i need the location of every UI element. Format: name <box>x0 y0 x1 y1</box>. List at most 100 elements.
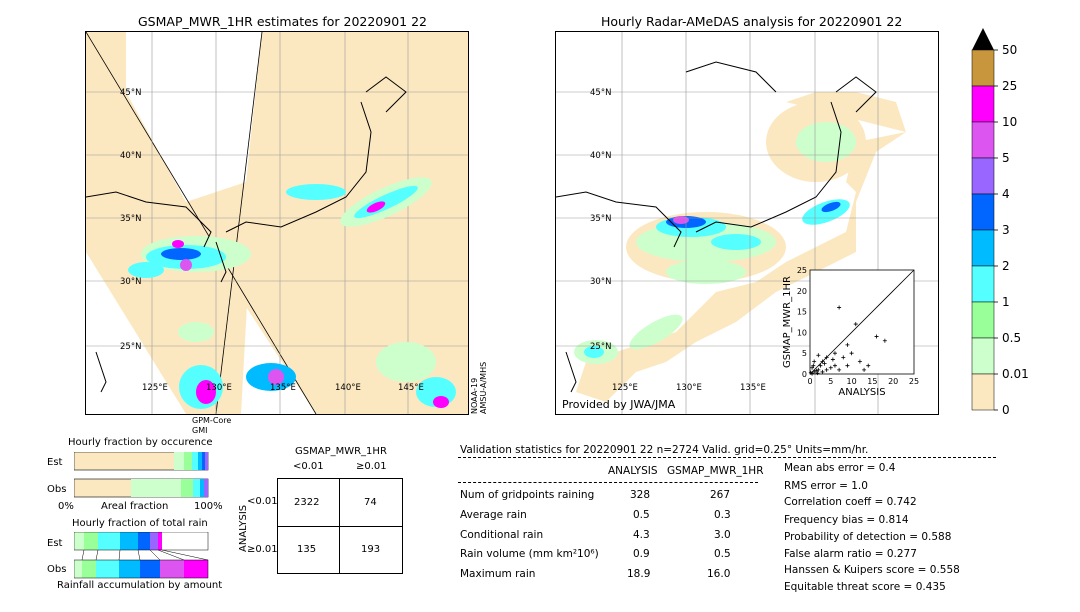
contingency-cell-hit: 193 <box>361 544 381 555</box>
colorbar-extend-arrow <box>972 28 994 50</box>
scatter-point <box>820 369 825 374</box>
scatter-plot: 00 5 5 10 10 15 15 20 20 25 25 ANALYSIS GSMAP_MWR_1H… <box>782 266 919 398</box>
swath-label-1: GPM-Core <box>192 416 232 425</box>
occurrence-title: Hourly fraction by occurence <box>68 437 213 448</box>
left-map-labels: 45°N 40°N 35°N 30°N 25°N 125°E 130°E 135… <box>120 88 424 393</box>
scatter-point <box>820 359 825 364</box>
colorbar-tick-label: 3 <box>1002 223 1010 237</box>
occurrence-bars <box>74 452 209 498</box>
validation-col-analysis: ANALYSIS <box>608 465 658 477</box>
scatter-point <box>862 367 867 372</box>
colorbar-tick-label: 5 <box>1002 151 1010 165</box>
scatter-xlabel: ANALYSIS <box>838 387 885 398</box>
side-label-2: AMSU-A/MHS <box>479 361 488 414</box>
svg-text:40°N: 40°N <box>590 151 611 161</box>
stat-row-label: Num of gridpoints raining <box>460 489 595 501</box>
validation-col-gsmap: GSMAP_MWR_1HR <box>667 465 764 477</box>
colorbar-segment <box>971 373 995 411</box>
colorbar-tick-label: 0 <box>1002 403 1010 417</box>
scatter-point <box>810 365 815 370</box>
scatter-x-tick: 25 <box>909 377 919 386</box>
occurrence-est-label: Est <box>47 457 63 468</box>
scatter-point <box>824 367 829 372</box>
scatter-point <box>841 355 846 360</box>
swath-edge-1 <box>86 32 317 414</box>
colorbar-tick-label: 25 <box>1002 79 1017 93</box>
scatter-x-tick: 10 <box>847 377 857 386</box>
left-rain-areas <box>128 177 456 409</box>
scatter-point <box>853 322 858 327</box>
scatter-point <box>812 359 817 364</box>
svg-text:35°N: 35°N <box>120 214 141 224</box>
contingency-title: GSMAP_MWR_1HR <box>295 446 387 457</box>
scatter-point <box>837 305 842 310</box>
stat-row-label: Conditional rain <box>460 529 544 541</box>
svg-text:140°E: 140°E <box>335 383 361 393</box>
scatter-point <box>874 334 879 339</box>
svg-text:125°E: 125°E <box>142 383 168 393</box>
scatter-y-tick: 0 <box>802 370 807 379</box>
scatter-x-tick: 0 <box>807 377 812 386</box>
contingency-divider-h <box>278 526 402 527</box>
right-rain-areas <box>574 122 856 364</box>
svg-text:45°N: 45°N <box>120 88 141 98</box>
score-line: RMS error = 1.0 <box>784 480 868 492</box>
colorbar-segment <box>971 121 995 159</box>
colorbar-tick-label: 1 <box>1002 295 1010 309</box>
svg-text:135°E: 135°E <box>270 383 296 393</box>
right-map-canvas: 45°N 40°N 35°N 30°N 25°N 125°E 130°E 135… <box>556 32 938 414</box>
colorbar-segment <box>971 49 995 87</box>
swath-label-2: GMI <box>192 426 208 435</box>
scatter-point <box>830 357 835 362</box>
contingency-table: 2322 74 135 193 <box>277 478 403 574</box>
contingency-row2: ≥0.01 <box>247 544 278 555</box>
svg-text:30°N: 30°N <box>120 277 141 287</box>
total-rain-axis-label: Rainfall accumulation by amount <box>57 580 223 591</box>
svg-text:30°N: 30°N <box>590 277 611 287</box>
provider-label: Provided by JWA/JMA <box>562 398 676 411</box>
scatter-point <box>812 369 817 374</box>
stat-row-label: Maximum rain <box>460 568 536 580</box>
scatter-point <box>882 338 887 343</box>
stat-row-gsmap: 3.0 <box>714 529 731 541</box>
colorbar-tick-label: 2 <box>1002 259 1010 273</box>
stat-row-analysis: 4.3 <box>633 529 650 541</box>
colorbar-tick-label: 50 <box>1002 43 1017 57</box>
svg-text:145°E: 145°E <box>398 383 424 393</box>
scatter-inset: 00 5 5 10 10 15 15 20 20 25 25 ANALYSIS GSMAP_MWR_1H… <box>782 266 919 398</box>
occurrence-axis-mid: Areal fraction <box>101 501 169 512</box>
scatter-point <box>824 355 829 360</box>
stat-row-analysis: 328 <box>630 489 651 501</box>
scatter-point <box>828 365 833 370</box>
scatter-y-tick: 5 <box>802 349 807 358</box>
colorbar-tick-label: 4 <box>1002 187 1010 201</box>
colorbar-tick-label: 0.5 <box>1002 331 1021 345</box>
score-line: False alarm ratio = 0.277 <box>784 548 917 560</box>
occurrence-axis-left: 0% <box>58 501 74 512</box>
left-map-title: GSMAP_MWR_1HR estimates for 20220901 22 <box>138 14 427 29</box>
colorbar-segment <box>971 337 995 375</box>
scatter-point <box>816 367 821 372</box>
total-rain-title: Hourly fraction of total rain <box>72 518 208 529</box>
scatter-point <box>810 371 815 376</box>
svg-text:40°N: 40°N <box>120 151 141 161</box>
scatter-point <box>857 359 862 364</box>
scatter-point <box>815 371 820 376</box>
total-rain-obs-label: Obs <box>47 564 67 575</box>
colorbar-segment <box>971 301 995 339</box>
scatter-y-tick: 20 <box>797 287 807 296</box>
left-map-canvas: 45°N 40°N 35°N 30°N 25°N 125°E 130°E 135… <box>86 32 468 414</box>
score-line: Probability of detection = 0.588 <box>784 531 952 543</box>
validation-divider <box>458 457 996 458</box>
colorbar-segment <box>971 265 995 303</box>
right-map-labels: 45°N 40°N 35°N 30°N 25°N 125°E 130°E 135… <box>590 88 766 393</box>
stat-row-label: Rain volume (mm km²10⁶) <box>460 548 599 560</box>
score-line: Mean abs error = 0.4 <box>784 462 896 474</box>
scatter-point <box>845 342 850 347</box>
right-map-title: Hourly Radar-AMeDAS analysis for 2022090… <box>601 14 903 29</box>
stat-row-gsmap: 16.0 <box>707 568 731 580</box>
scatter-ylabel: GSMAP_MWR_1HR <box>782 276 793 368</box>
contingency-col2: ≥0.01 <box>356 461 387 472</box>
scatter-point <box>849 351 854 356</box>
colorbar-tick-label: 0.01 <box>1002 367 1029 381</box>
